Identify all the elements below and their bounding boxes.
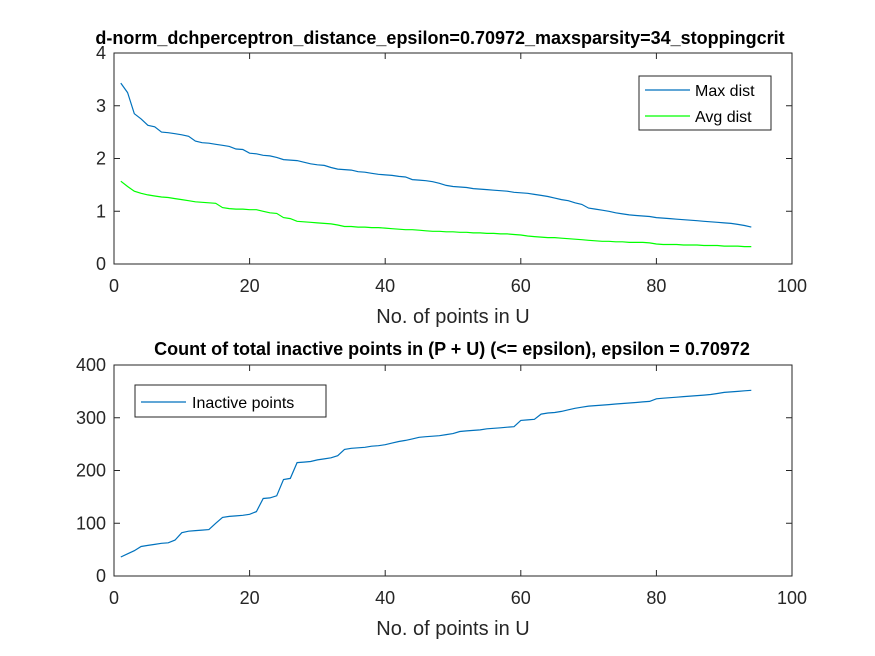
legend-inactive-label: Inactive points bbox=[192, 395, 294, 412]
y-tick-label: 100 bbox=[76, 513, 106, 533]
x-tick-label: 100 bbox=[777, 588, 807, 608]
chart-bottom-title: Count of total inactive points in (P + U… bbox=[154, 339, 750, 359]
x-tick-label: 40 bbox=[375, 588, 395, 608]
chart-top: d-norm_dchperceptron_distance_epsilon=0.… bbox=[95, 28, 807, 328]
y-tick-label: 400 bbox=[76, 355, 106, 375]
x-tick-label: 20 bbox=[240, 276, 260, 296]
x-tick-label: 0 bbox=[109, 588, 119, 608]
x-tick-label: 80 bbox=[646, 588, 666, 608]
y-tick-label: 200 bbox=[76, 461, 106, 481]
legend-box bbox=[638, 75, 772, 131]
chart-top-axes: 0 20 40 60 80 100 0 1 2 3 4 bbox=[96, 43, 807, 296]
x-tick-label: 40 bbox=[375, 276, 395, 296]
x-tick-label: 60 bbox=[511, 588, 531, 608]
legend-avg-dist-label: Avg dist bbox=[695, 109, 752, 126]
y-tick-label: 2 bbox=[96, 149, 106, 169]
max-dist-line bbox=[120, 82, 752, 228]
x-tick-label: 20 bbox=[240, 588, 260, 608]
inactive-points-line bbox=[120, 389, 752, 558]
legend-box bbox=[134, 384, 327, 418]
y-tick-label: 1 bbox=[96, 201, 106, 221]
y-tick-label: 0 bbox=[96, 566, 106, 586]
y-tick-label: 300 bbox=[76, 408, 106, 428]
y-tick-label: 3 bbox=[96, 96, 106, 116]
x-tick-label: 60 bbox=[511, 276, 531, 296]
avg-dist-line bbox=[120, 180, 752, 248]
chart-bottom-axes: 0 20 40 60 80 100 0 100 200 300 400 bbox=[76, 355, 807, 608]
y-tick-label: 4 bbox=[96, 43, 106, 63]
x-tick-label: 80 bbox=[646, 276, 666, 296]
x-tick-label: 0 bbox=[109, 276, 119, 296]
chart-top-legend: Max dist Avg dist bbox=[638, 75, 772, 131]
chart-top-title: d-norm_dchperceptron_distance_epsilon=0.… bbox=[95, 28, 784, 48]
chart-bottom: Count of total inactive points in (P + U… bbox=[76, 339, 807, 640]
chart-bottom-legend: Inactive points bbox=[134, 384, 327, 418]
legend-max-dist-label: Max dist bbox=[695, 83, 755, 100]
chart-top-xlabel: No. of points in U bbox=[376, 306, 529, 328]
x-tick-label: 100 bbox=[777, 276, 807, 296]
chart-bottom-xlabel: No. of points in U bbox=[376, 618, 529, 640]
y-tick-label: 0 bbox=[96, 254, 106, 274]
